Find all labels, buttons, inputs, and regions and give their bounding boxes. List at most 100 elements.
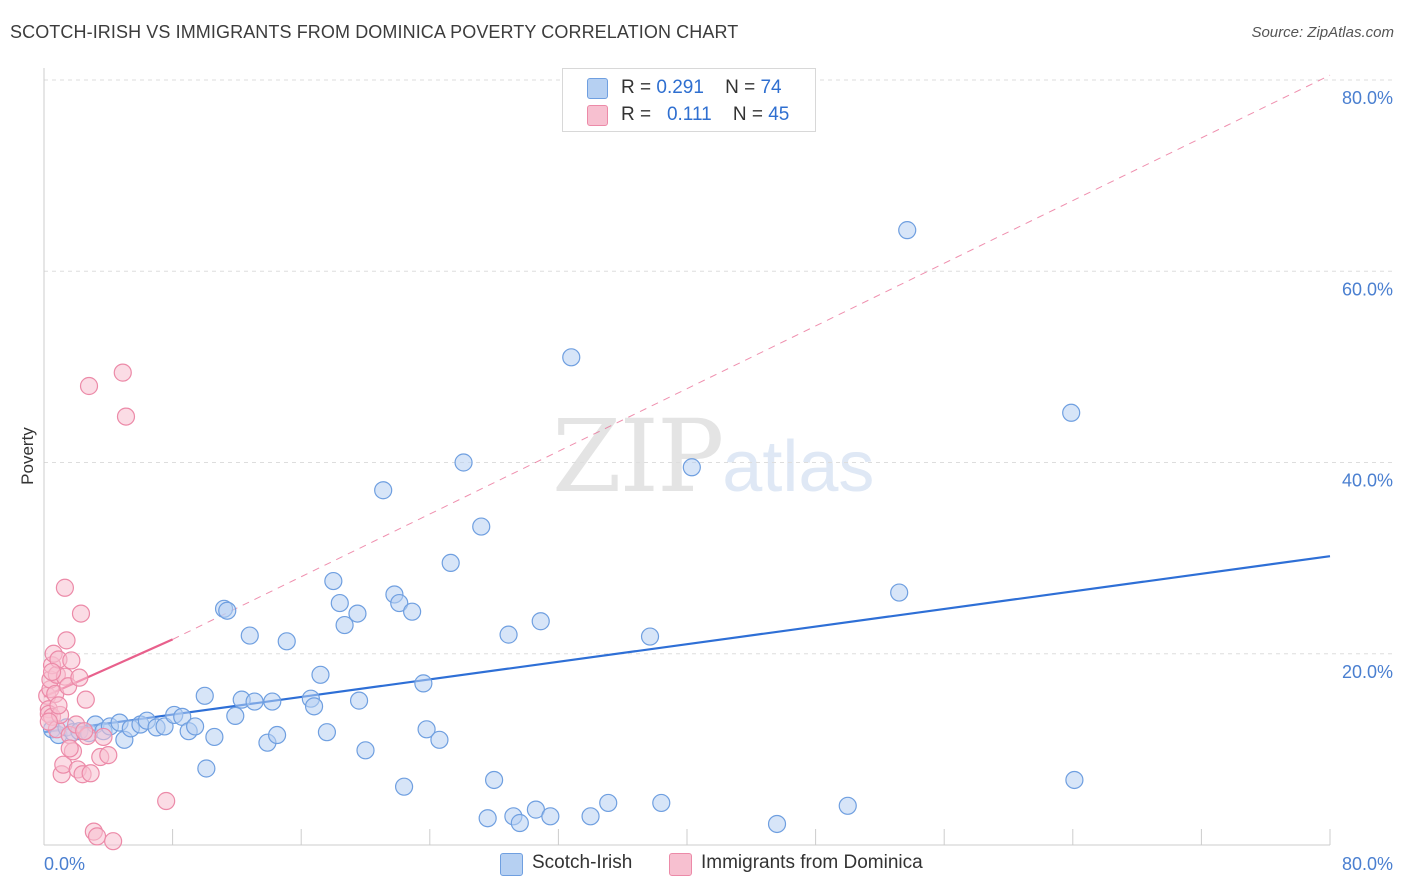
scotch-irish-point xyxy=(197,759,216,778)
stats-legend: R = 0.291 N = 74 R = 0.111 N = 45 xyxy=(562,68,816,132)
dominica-point xyxy=(99,746,118,765)
scotch-irish-point xyxy=(403,602,422,621)
dominica-point xyxy=(42,662,62,682)
scotch-irish-point xyxy=(510,813,529,833)
y-tick-label: 60.0% xyxy=(1342,279,1393,299)
scotch-irish-point xyxy=(1065,770,1084,790)
scotch-irish-point xyxy=(430,730,449,749)
scotch-irish-point xyxy=(267,725,287,745)
scotch-irish-point xyxy=(374,481,393,500)
dominica-point xyxy=(113,363,132,382)
gridlines xyxy=(44,79,1394,655)
data-points xyxy=(38,221,1084,851)
legend-n-label: N = xyxy=(732,104,763,125)
scotch-irish-point xyxy=(324,571,343,591)
watermark-atlas: atlas xyxy=(722,427,875,507)
legend-n-value: 74 xyxy=(760,77,782,98)
x-tick-label: 0.0% xyxy=(44,854,85,874)
scotch-irish-point xyxy=(245,692,264,711)
dominica-point xyxy=(39,712,58,731)
scotch-irish-point xyxy=(304,697,324,716)
legend-swatch-blue xyxy=(500,853,523,876)
legend-r-label: R = xyxy=(621,104,652,125)
legend-r-value: 0.291 xyxy=(656,77,704,98)
scotch-irish-point xyxy=(394,777,414,796)
scotch-irish-point xyxy=(330,593,349,613)
scotch-irish-point xyxy=(1062,403,1081,422)
legend-swatch-blue xyxy=(587,78,608,99)
scotch-irish-point xyxy=(599,793,618,813)
y-tick-label: 20.0% xyxy=(1342,662,1393,682)
scotch-irish-point xyxy=(240,626,259,645)
scotch-irish-point xyxy=(317,723,337,742)
scotch-irish-point xyxy=(348,604,367,623)
legend-n-value: 45 xyxy=(768,104,790,125)
dominica-point xyxy=(75,722,94,741)
scotch-irish-point xyxy=(186,717,205,736)
legend-r-label: R = xyxy=(621,77,652,98)
dominica-point xyxy=(49,696,68,715)
scotch-irish-point xyxy=(226,706,245,726)
dominica-point xyxy=(104,832,123,851)
legend-r-value: 0.111 xyxy=(666,104,712,125)
scotch-irish-point xyxy=(205,727,224,747)
scotch-irish-point xyxy=(541,807,560,826)
scotch-irish-point xyxy=(581,807,600,826)
scotch-irish-point xyxy=(335,615,354,635)
dominica-point xyxy=(76,690,95,709)
dominica-trendline-extension xyxy=(172,74,1331,640)
scotch-irish-point xyxy=(890,583,909,602)
scotch-irish-point xyxy=(417,720,436,739)
axes xyxy=(43,68,1331,846)
x-tick-label: 80.0% xyxy=(1342,854,1393,874)
scotch-irish-point xyxy=(349,691,369,710)
watermark: ZIPatlas xyxy=(552,398,874,515)
scotch-irish-point xyxy=(838,796,857,815)
scotch-irish-point xyxy=(263,692,282,711)
scotch-irish-point xyxy=(390,593,409,613)
dominica-point xyxy=(87,827,107,846)
dominica-point xyxy=(94,727,113,747)
dominica-point xyxy=(70,668,89,687)
legend-swatch-pink xyxy=(669,853,692,876)
y-axis-title: Poverty xyxy=(18,427,37,485)
dominica-point xyxy=(81,764,100,783)
scotch-irish-point xyxy=(454,453,473,472)
scotch-irish-point xyxy=(218,601,237,620)
scotch-irish-point xyxy=(562,348,581,367)
scotch-irish-point xyxy=(767,814,787,834)
dominica-point xyxy=(55,578,74,597)
scotch-irish-point xyxy=(311,665,330,684)
source-credit: Source: ZipAtlas.com xyxy=(1251,24,1394,41)
scotch-irish-point xyxy=(898,221,917,240)
watermark-zip: ZIP xyxy=(552,398,724,515)
scotch-irish-point xyxy=(441,553,460,573)
dominica-point xyxy=(116,407,136,426)
scotch-irish-point xyxy=(652,793,671,813)
trendlines xyxy=(43,74,1331,734)
legend-n-label: N = xyxy=(725,77,756,98)
y-tick-label: 80.0% xyxy=(1342,88,1393,108)
legend-label: Immigrants from Dominica xyxy=(701,852,923,873)
scotch-irish-point xyxy=(499,625,518,644)
dominica-point xyxy=(57,631,76,650)
scotch-irish-point xyxy=(682,458,701,477)
scotch-irish-point xyxy=(277,632,296,651)
dominica-point xyxy=(60,739,79,758)
tick-labels: 20.0% 40.0% 60.0% 80.0% 0.0% 80.0% xyxy=(44,88,1393,874)
legend-swatch-pink xyxy=(587,105,608,126)
scotch-irish-point xyxy=(478,809,497,828)
scotch-irish-point xyxy=(356,741,375,760)
scotch-irish-point xyxy=(195,686,214,705)
scotch-irish-point xyxy=(472,517,491,536)
dominica-point xyxy=(62,651,81,670)
dominica-point xyxy=(79,376,99,396)
scotch-irish-point xyxy=(531,612,550,631)
dominica-point xyxy=(71,604,91,623)
scotch-irish-point xyxy=(414,674,433,693)
scotch-irish-point xyxy=(640,627,660,646)
dominica-point xyxy=(157,791,176,811)
scotch-irish-point xyxy=(485,770,504,790)
y-tick-label: 40.0% xyxy=(1342,471,1393,491)
